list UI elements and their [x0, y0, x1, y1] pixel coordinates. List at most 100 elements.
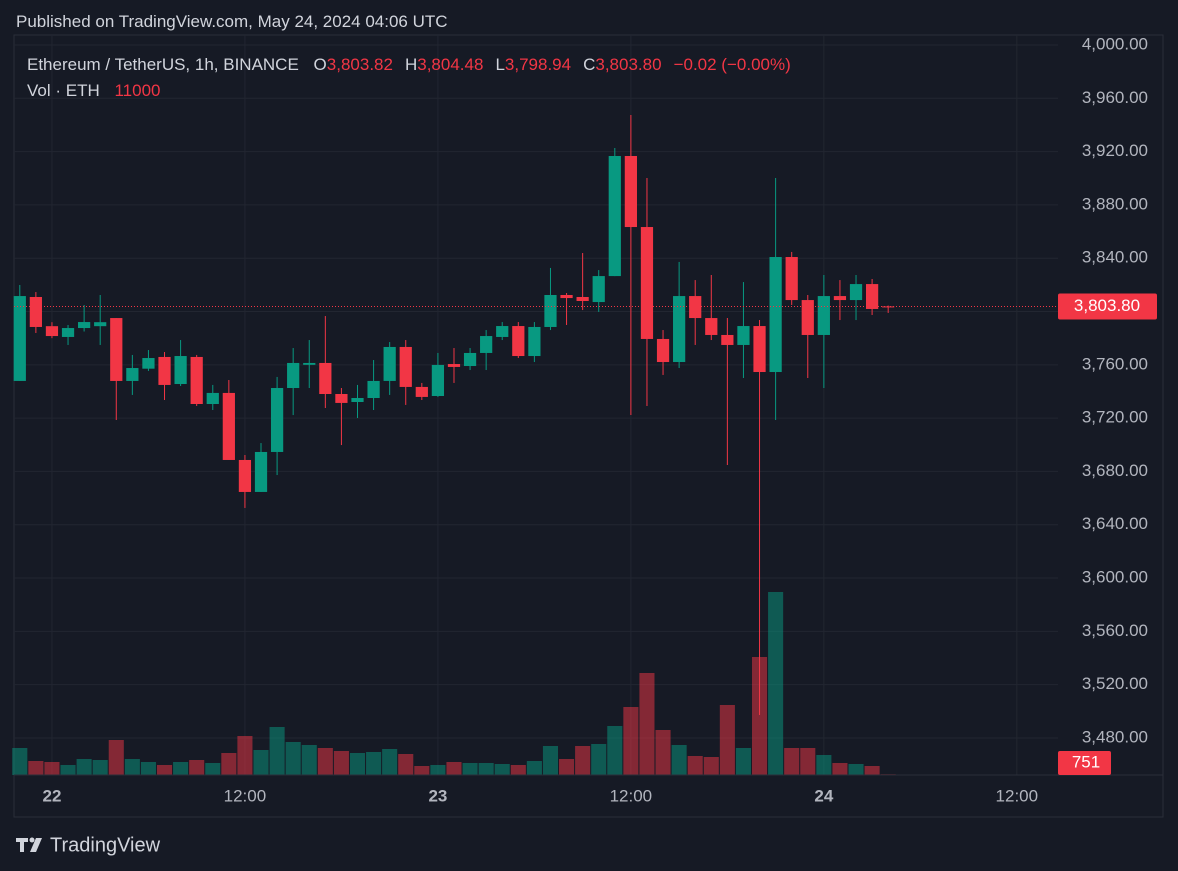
volume-bar: [832, 763, 848, 775]
candle-body: [431, 364, 445, 397]
y-tick-label: 3,520.00: [1082, 674, 1148, 693]
last-price-label: 3,803.80: [1074, 296, 1140, 315]
x-tick-label: 12:00: [996, 786, 1039, 805]
candle-body: [882, 306, 895, 308]
x-tick-label: 12:00: [224, 786, 267, 805]
brand-name: TradingView: [50, 834, 161, 856]
candle-body: [126, 368, 139, 381]
legend-value: 3,804.48: [417, 55, 484, 74]
y-tick-label: 3,880.00: [1082, 194, 1148, 213]
volume-bar: [285, 742, 301, 775]
x-tick-label: 23: [428, 786, 447, 805]
candle-body: [785, 257, 798, 301]
volume-bar: [494, 764, 510, 775]
volume-bar: [92, 760, 108, 775]
candle-body: [254, 451, 268, 492]
candle-body: [287, 362, 300, 389]
candle-body: [480, 336, 493, 353]
volume-bar: [414, 766, 430, 775]
volume-bar: [398, 754, 414, 775]
y-tick-label: 3,720.00: [1082, 408, 1148, 427]
volume-bar: [671, 745, 687, 775]
x-tick-label: 12:00: [610, 786, 653, 805]
volume-bar: [848, 764, 864, 775]
y-tick-label: 3,960.00: [1082, 88, 1148, 107]
volume-bar: [76, 759, 92, 775]
candle-body: [528, 326, 541, 357]
candle-body: [463, 352, 477, 367]
candle-body: [833, 296, 847, 301]
volume-bar: [575, 746, 591, 775]
candle-body: [705, 318, 718, 335]
candle-body: [817, 296, 830, 335]
y-tick-label: 3,920.00: [1082, 141, 1148, 160]
y-tick-label: 3,840.00: [1082, 248, 1148, 267]
volume-bar: [44, 762, 60, 775]
volume-bar: [639, 673, 655, 775]
candle-body: [13, 296, 26, 381]
candle-body: [753, 326, 766, 373]
y-tick-label: 4,000.00: [1082, 34, 1148, 53]
volume-bar: [800, 748, 816, 775]
volume-legend: Vol · ETH 11000: [27, 81, 165, 101]
volume-bar: [60, 765, 76, 775]
volume-bar: [768, 592, 784, 775]
last-price-tag: [1058, 293, 1157, 320]
volume-bar: [108, 740, 124, 775]
volume-bar: [156, 765, 173, 775]
candle-body: [673, 296, 686, 363]
volume-tag-label: 751: [1072, 752, 1100, 771]
legend-key: C: [583, 55, 596, 74]
volume-bar: [623, 707, 639, 775]
volume-bar: [333, 751, 349, 775]
candle-body: [29, 296, 42, 327]
candle-body: [496, 326, 509, 337]
volume-bar: [784, 748, 800, 775]
candle-body: [335, 394, 348, 403]
candle-body: [351, 398, 364, 403]
candle-body: [560, 294, 573, 299]
legend-key: O: [313, 55, 327, 74]
candle-body: [656, 338, 670, 363]
candle-body: [367, 380, 380, 399]
volume-bar: [751, 657, 768, 775]
volume-bar: [864, 766, 880, 775]
candle-body: [544, 294, 557, 327]
candle-body: [45, 326, 59, 337]
chart-frame: [13, 34, 1164, 818]
volume-bar: [253, 750, 269, 775]
published-title: Published on TradingView.com, May 24, 20…: [16, 12, 448, 31]
volume-bar: [607, 726, 623, 775]
candle-body: [222, 392, 235, 460]
volume-bar: [816, 755, 832, 775]
y-tick-label: 3,680.00: [1082, 461, 1148, 480]
volume-bar: [735, 748, 751, 775]
volume-bar: [591, 744, 607, 775]
volume-bar: [542, 746, 559, 775]
volume-bar: [28, 761, 44, 775]
candle-body: [415, 386, 428, 397]
candle-body: [94, 322, 107, 327]
volume-bar: [317, 748, 333, 775]
candle-body: [624, 156, 637, 228]
volume-bar: [173, 762, 189, 775]
volume-bar: [124, 759, 140, 775]
volume-bar: [655, 730, 671, 775]
legend-key: L: [495, 55, 505, 74]
x-tick-label: 22: [42, 786, 61, 805]
y-tick-label: 3,560.00: [1082, 621, 1148, 640]
y-tick-label: 3,480.00: [1082, 727, 1148, 746]
brand-logo: [16, 837, 42, 852]
candle-body: [142, 358, 155, 369]
volume-bar: [526, 761, 542, 775]
x-tick-label: 24: [814, 786, 833, 805]
volume-title: Vol · ETH: [27, 81, 100, 100]
candle-body: [61, 328, 75, 337]
candle-body: [78, 322, 91, 329]
candle-body: [608, 156, 621, 277]
volume-bar: [301, 745, 317, 775]
candle-body: [303, 362, 316, 365]
volume-bar: [366, 752, 382, 775]
candle-body: [801, 300, 814, 335]
